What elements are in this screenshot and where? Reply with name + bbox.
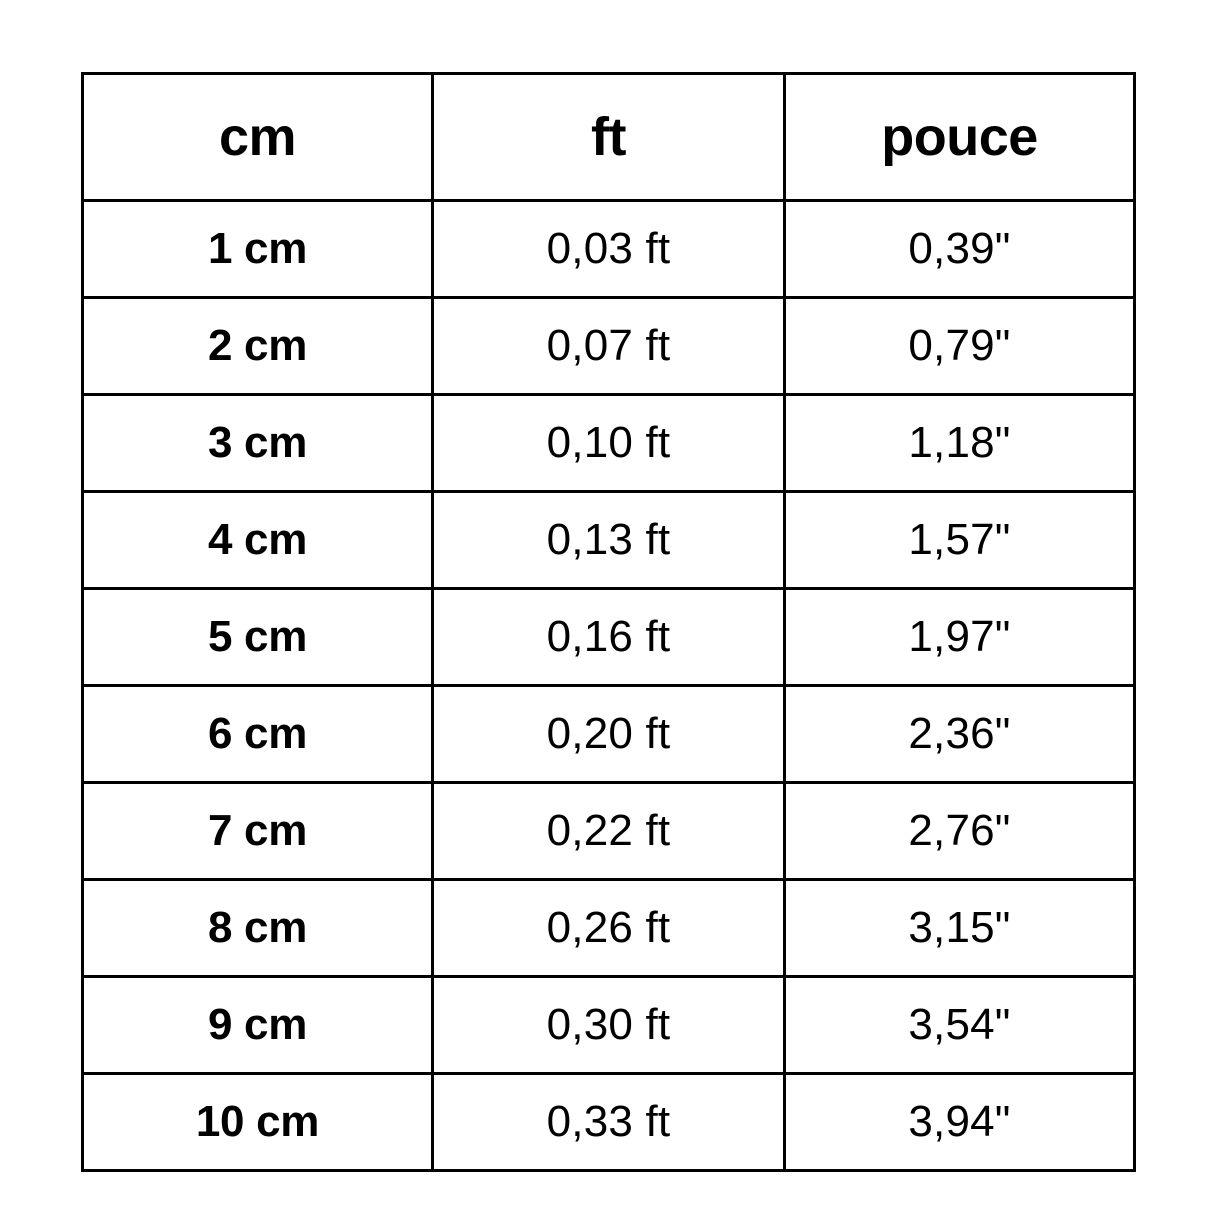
table-row: 10 cm 0,33 ft 3,94" (81, 1072, 1136, 1172)
cell-ft: 0,10 ft (431, 393, 786, 493)
table-row: 6 cm 0,20 ft 2,36" (81, 684, 1136, 784)
cell-pouce: 1,57" (783, 490, 1136, 590)
cell-cm: 10 cm (81, 1072, 434, 1172)
table-header-row: cm ft pouce (81, 72, 1136, 202)
cell-cm: 1 cm (81, 199, 434, 299)
cell-pouce: 3,54" (783, 975, 1136, 1075)
table-row: 7 cm 0,22 ft 2,76" (81, 781, 1136, 881)
cell-ft: 0,20 ft (431, 684, 786, 784)
cell-ft: 0,26 ft (431, 878, 786, 978)
table-row: 8 cm 0,26 ft 3,15" (81, 878, 1136, 978)
cell-ft: 0,13 ft (431, 490, 786, 590)
cell-cm: 4 cm (81, 490, 434, 590)
cell-ft: 0,03 ft (431, 199, 786, 299)
cell-pouce: 3,15" (783, 878, 1136, 978)
cell-cm: 9 cm (81, 975, 434, 1075)
conversion-table: cm ft pouce 1 cm 0,03 ft 0,39" 2 cm 0,07… (81, 72, 1136, 1172)
cell-pouce: 3,94" (783, 1072, 1136, 1172)
table-row: 3 cm 0,10 ft 1,18" (81, 393, 1136, 493)
table-row: 4 cm 0,13 ft 1,57" (81, 490, 1136, 590)
cell-cm: 5 cm (81, 587, 434, 687)
cell-ft: 0,22 ft (431, 781, 786, 881)
cell-cm: 6 cm (81, 684, 434, 784)
table-row: 5 cm 0,16 ft 1,97" (81, 587, 1136, 687)
cell-pouce: 1,18" (783, 393, 1136, 493)
cell-pouce: 1,97" (783, 587, 1136, 687)
cell-cm: 3 cm (81, 393, 434, 493)
cell-ft: 0,07 ft (431, 296, 786, 396)
column-header-ft: ft (431, 72, 786, 202)
cell-pouce: 2,76" (783, 781, 1136, 881)
cell-pouce: 0,39" (783, 199, 1136, 299)
cell-ft: 0,16 ft (431, 587, 786, 687)
table-row: 2 cm 0,07 ft 0,79" (81, 296, 1136, 396)
table-row: 1 cm 0,03 ft 0,39" (81, 199, 1136, 299)
table-row: 9 cm 0,30 ft 3,54" (81, 975, 1136, 1075)
cell-cm: 7 cm (81, 781, 434, 881)
table-header: cm ft pouce (81, 72, 1136, 202)
cell-ft: 0,33 ft (431, 1072, 786, 1172)
cell-cm: 8 cm (81, 878, 434, 978)
cell-cm: 2 cm (81, 296, 434, 396)
cell-pouce: 2,36" (783, 684, 1136, 784)
column-header-pouce: pouce (783, 72, 1136, 202)
cell-pouce: 0,79" (783, 296, 1136, 396)
cell-ft: 0,30 ft (431, 975, 786, 1075)
table-body: 1 cm 0,03 ft 0,39" 2 cm 0,07 ft 0,79" 3 … (81, 199, 1136, 1172)
column-header-cm: cm (81, 72, 434, 202)
